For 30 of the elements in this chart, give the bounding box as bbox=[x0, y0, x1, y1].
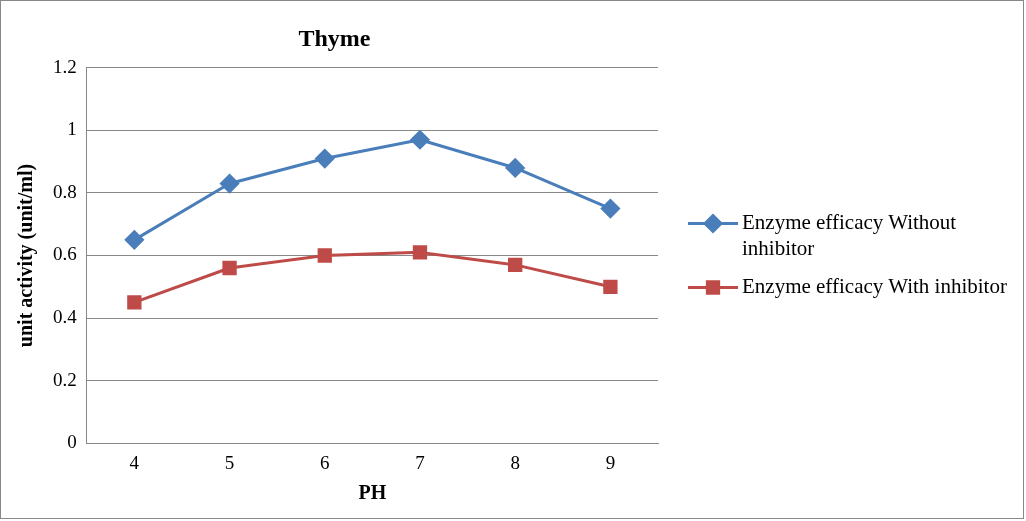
chart-title: Thyme bbox=[298, 24, 371, 51]
point bbox=[222, 260, 237, 276]
y-tick-label: 0.4 bbox=[53, 306, 78, 328]
legend-label: Enzyme efficacy With inhibitor bbox=[742, 274, 1007, 299]
point bbox=[412, 245, 428, 260]
x-tick-label: 5 bbox=[224, 451, 235, 473]
x-tick-label: 4 bbox=[129, 451, 140, 473]
y-tick-label: 0.2 bbox=[53, 368, 77, 390]
point bbox=[317, 248, 332, 263]
x-tick-label: 8 bbox=[510, 451, 520, 473]
y-tick-label: 0 bbox=[67, 431, 77, 453]
point bbox=[220, 174, 240, 194]
y-tick-label: 0.8 bbox=[53, 180, 77, 202]
point bbox=[410, 130, 430, 150]
y-axis-title: unit activity (unit/ml) bbox=[14, 163, 38, 348]
point bbox=[124, 230, 144, 250]
legend-label: Enzyme efficacy Without inhibitor bbox=[742, 210, 957, 261]
point bbox=[505, 158, 525, 178]
y-tick-label: 0.6 bbox=[53, 243, 77, 265]
x-tick-label: 6 bbox=[320, 451, 330, 473]
x-axis-title: PH bbox=[358, 481, 387, 504]
point bbox=[603, 279, 618, 294]
point bbox=[508, 257, 523, 273]
point bbox=[315, 149, 335, 169]
point bbox=[600, 199, 620, 219]
y-tick-label: 1.2 bbox=[53, 55, 77, 77]
x-tick-label: 7 bbox=[415, 451, 425, 473]
x-tick-label: 9 bbox=[605, 451, 616, 473]
y-tick-label: 1 bbox=[67, 118, 77, 140]
point bbox=[127, 295, 142, 310]
